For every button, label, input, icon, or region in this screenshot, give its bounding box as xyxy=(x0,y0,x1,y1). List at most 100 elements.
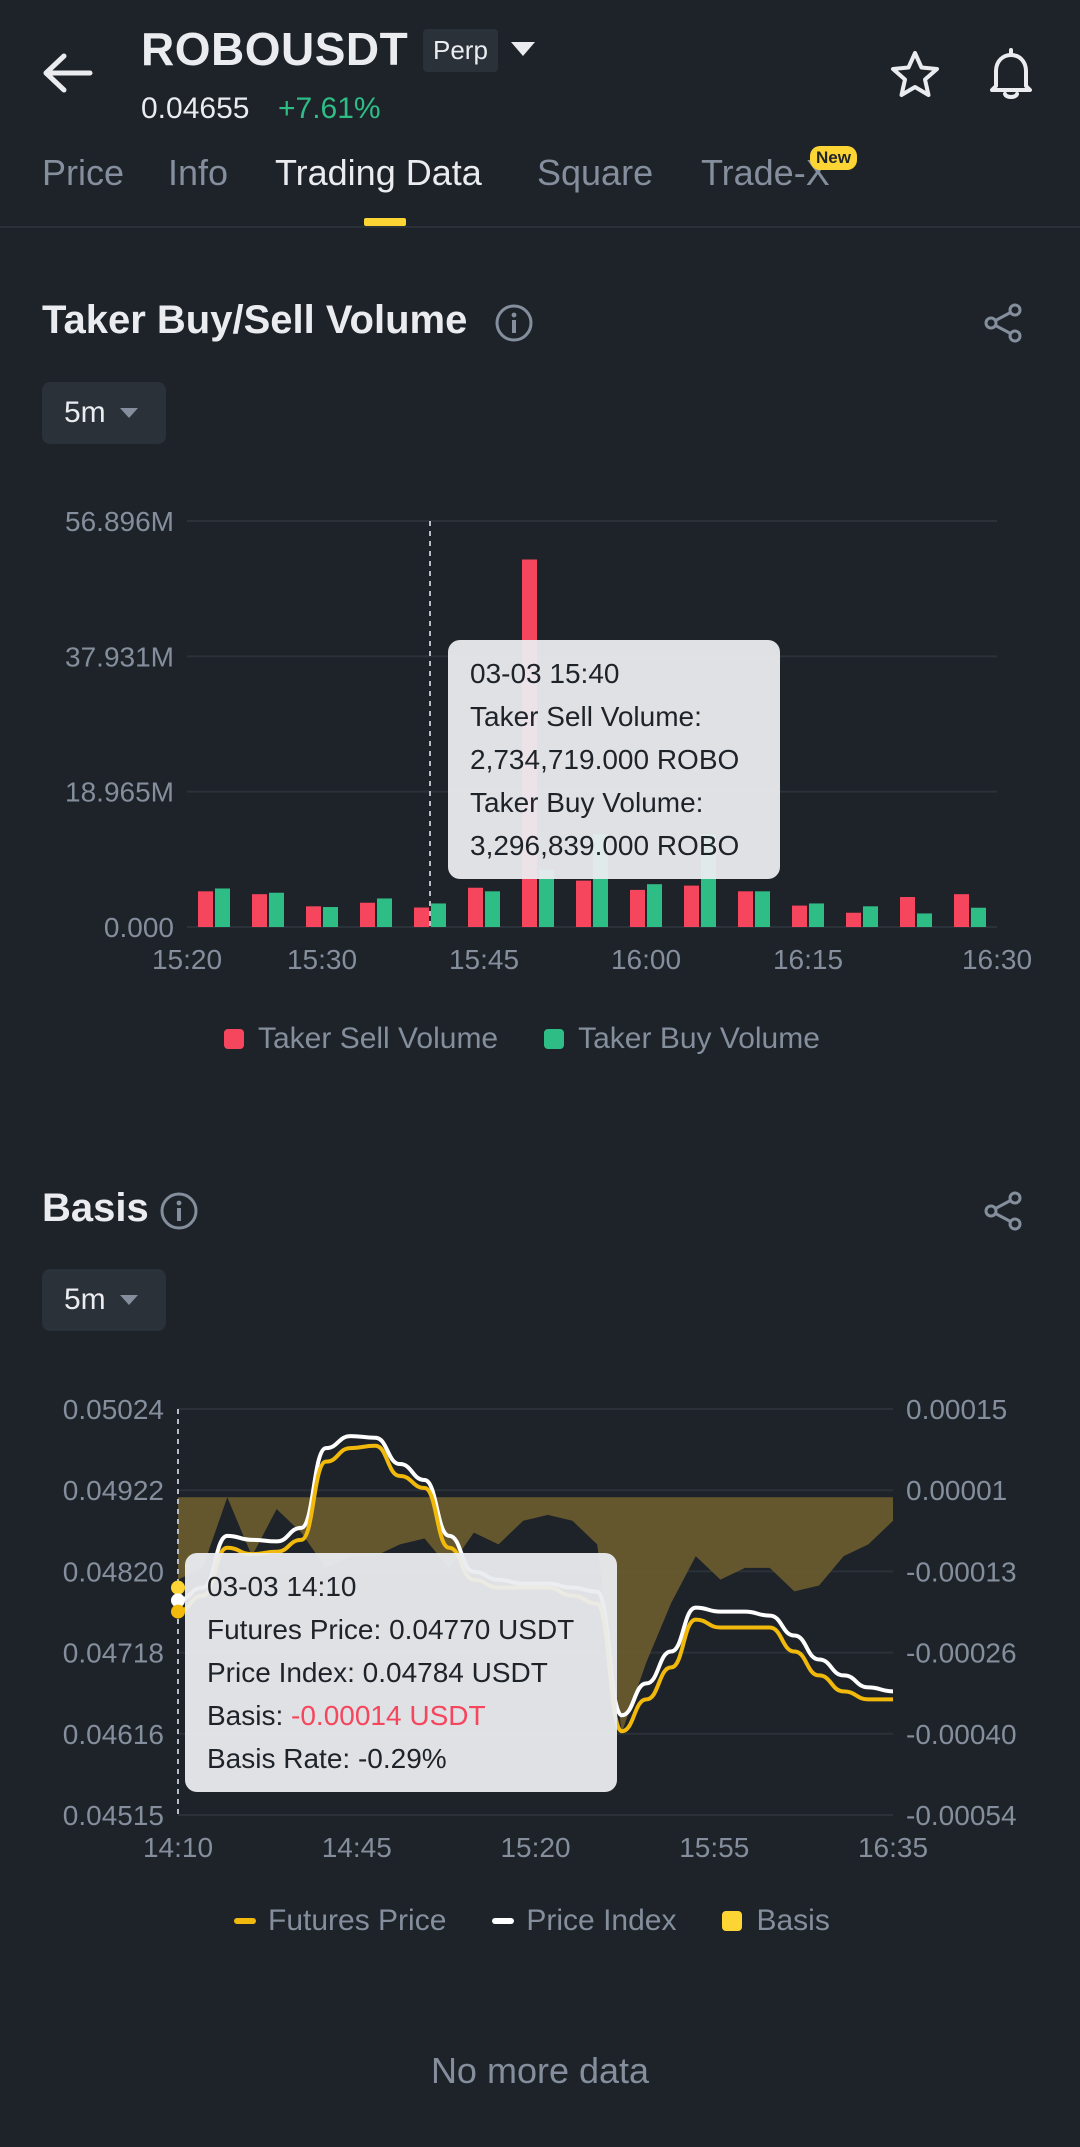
tooltip-rate: Basis Rate: -0.29% xyxy=(207,1737,595,1780)
tab-trading-data[interactable]: Trading Data xyxy=(275,152,482,193)
tooltip-basis: Basis: -0.00014 USDT xyxy=(207,1694,595,1737)
y-right-tick-label: -0.00040 xyxy=(906,1719,1017,1750)
interval-label: 5m xyxy=(64,1283,106,1316)
sell-bar xyxy=(360,902,375,927)
y-left-tick-label: 0.04616 xyxy=(63,1719,164,1750)
tab-info[interactable]: Info xyxy=(168,152,229,193)
y-tick-label: 37.931M xyxy=(65,641,174,672)
sell-bar xyxy=(900,897,915,927)
back-arrow-icon[interactable] xyxy=(40,48,100,98)
index-swatch xyxy=(492,1918,515,1924)
buy-bar xyxy=(215,888,230,927)
buy-swatch xyxy=(544,1029,565,1049)
x-tick-label: 14:45 xyxy=(322,1832,392,1860)
price-change: +7.61% xyxy=(278,92,381,125)
y-right-tick-label: 0.00015 xyxy=(906,1394,1007,1425)
y-right-tick-label: -0.00026 xyxy=(906,1638,1017,1669)
x-tick-label: 14:10 xyxy=(143,1832,213,1860)
tooltip-futures: Futures Price: 0.04770 USDT xyxy=(207,1608,595,1651)
basis-interval-select[interactable]: 5m xyxy=(42,1269,166,1331)
taker-tooltip: 03-03 15:40 Taker Sell Volume: 2,734,719… xyxy=(448,640,780,879)
tooltip-index-value: 0.04784 USDT xyxy=(362,1657,548,1688)
basis-swatch xyxy=(722,1911,743,1931)
buy-bar xyxy=(269,892,284,927)
buy-bar xyxy=(323,907,338,927)
y-right-tick-label: -0.00054 xyxy=(906,1800,1017,1831)
info-icon[interactable] xyxy=(494,303,534,343)
basis-legend: Futures Price Price Index Basis xyxy=(234,1904,830,1938)
symbol-title[interactable]: ROBOUSDT xyxy=(141,23,409,75)
y-tick-label: 0.000 xyxy=(104,912,174,943)
tab-price[interactable]: Price xyxy=(42,152,125,193)
legend-index: Price Index xyxy=(526,1904,677,1937)
tooltip-sell-label: Taker Sell Volume: xyxy=(470,701,702,732)
sell-bar xyxy=(792,905,807,927)
tooltip-futures-label: Futures Price: xyxy=(207,1614,382,1645)
share-icon[interactable] xyxy=(982,1190,1024,1232)
no-more-data: No more data xyxy=(430,2050,650,2091)
y-left-tick-label: 0.04922 xyxy=(63,1475,164,1506)
contract-type-badge: Perp xyxy=(423,29,498,72)
tab-trade-x[interactable]: Trade-X xyxy=(701,152,830,193)
x-tick-label: 15:55 xyxy=(679,1832,749,1860)
x-tick-label: 16:30 xyxy=(962,944,1032,975)
tooltip-futures-value: 0.04770 USDT xyxy=(389,1614,575,1645)
sell-bar xyxy=(954,894,969,927)
buy-bar xyxy=(377,898,392,927)
new-badge: New xyxy=(810,146,857,170)
x-tick-label: 16:15 xyxy=(773,944,843,975)
x-tick-label: 16:35 xyxy=(858,1832,928,1860)
caret-down-icon xyxy=(119,1295,138,1305)
sell-swatch xyxy=(224,1029,244,1049)
sell-bar xyxy=(414,907,429,927)
bell-icon[interactable] xyxy=(984,46,1038,102)
buy-bar xyxy=(485,891,500,927)
legend-basis: Basis xyxy=(756,1904,830,1937)
tooltip-basis-label: Basis: xyxy=(207,1700,284,1731)
buy-bar xyxy=(539,869,554,927)
y-left-tick-label: 0.05024 xyxy=(63,1394,164,1425)
buy-bar xyxy=(971,907,986,927)
sell-bar xyxy=(198,891,213,927)
futures-swatch xyxy=(234,1918,256,1924)
legend-sell: Taker Sell Volume xyxy=(258,1022,499,1055)
y-left-tick-label: 0.04515 xyxy=(63,1800,164,1831)
tooltip-index: Price Index: 0.04784 USDT xyxy=(207,1651,595,1694)
taker-legend: Taker Sell Volume Taker Buy Volume xyxy=(224,1022,820,1056)
active-tab-indicator xyxy=(364,218,406,226)
buy-bar xyxy=(809,903,824,927)
basis-section-title: Basis xyxy=(42,1186,149,1230)
legend-buy: Taker Buy Volume xyxy=(578,1022,820,1055)
tooltip-sell-value: 2,734,719.000 ROBO xyxy=(470,744,740,775)
sell-bar xyxy=(846,912,861,927)
basis-dot xyxy=(171,1580,185,1595)
tooltip-rate-label: Basis Rate: xyxy=(207,1743,351,1774)
x-tick-label: 16:00 xyxy=(611,944,681,975)
sell-bar xyxy=(468,887,483,927)
tooltip-time: 03-03 14:10 xyxy=(207,1571,357,1602)
buy-bar xyxy=(755,891,770,927)
y-tick-label: 56.896M xyxy=(65,506,174,537)
info-icon[interactable] xyxy=(159,1191,199,1231)
futures-dot xyxy=(171,1604,185,1619)
tooltip-rate-value: -0.29% xyxy=(357,1743,447,1774)
tooltip-buy-label: Taker Buy Volume: xyxy=(470,787,704,818)
buy-bar xyxy=(431,903,446,927)
favorite-star-icon[interactable] xyxy=(888,48,942,102)
y-right-tick-label: -0.00013 xyxy=(906,1556,1017,1587)
y-left-tick-label: 0.04718 xyxy=(63,1638,164,1669)
header-divider xyxy=(0,226,1080,228)
share-icon[interactable] xyxy=(982,302,1024,344)
taker-interval-select[interactable]: 5m xyxy=(42,382,166,444)
buy-bar xyxy=(917,913,932,927)
sell-bar xyxy=(630,889,645,927)
y-tick-label: 18.965M xyxy=(65,777,174,808)
taker-section-title: Taker Buy/Sell Volume xyxy=(42,298,468,342)
x-tick-label: 15:20 xyxy=(500,1832,570,1860)
tab-square[interactable]: Square xyxy=(537,152,654,193)
interval-label: 5m xyxy=(64,396,106,429)
chevron-down-icon[interactable] xyxy=(508,38,538,62)
buy-bar xyxy=(863,906,878,927)
tooltip-time: 03-03 15:40 xyxy=(470,658,620,689)
x-tick-label: 15:30 xyxy=(287,944,357,975)
